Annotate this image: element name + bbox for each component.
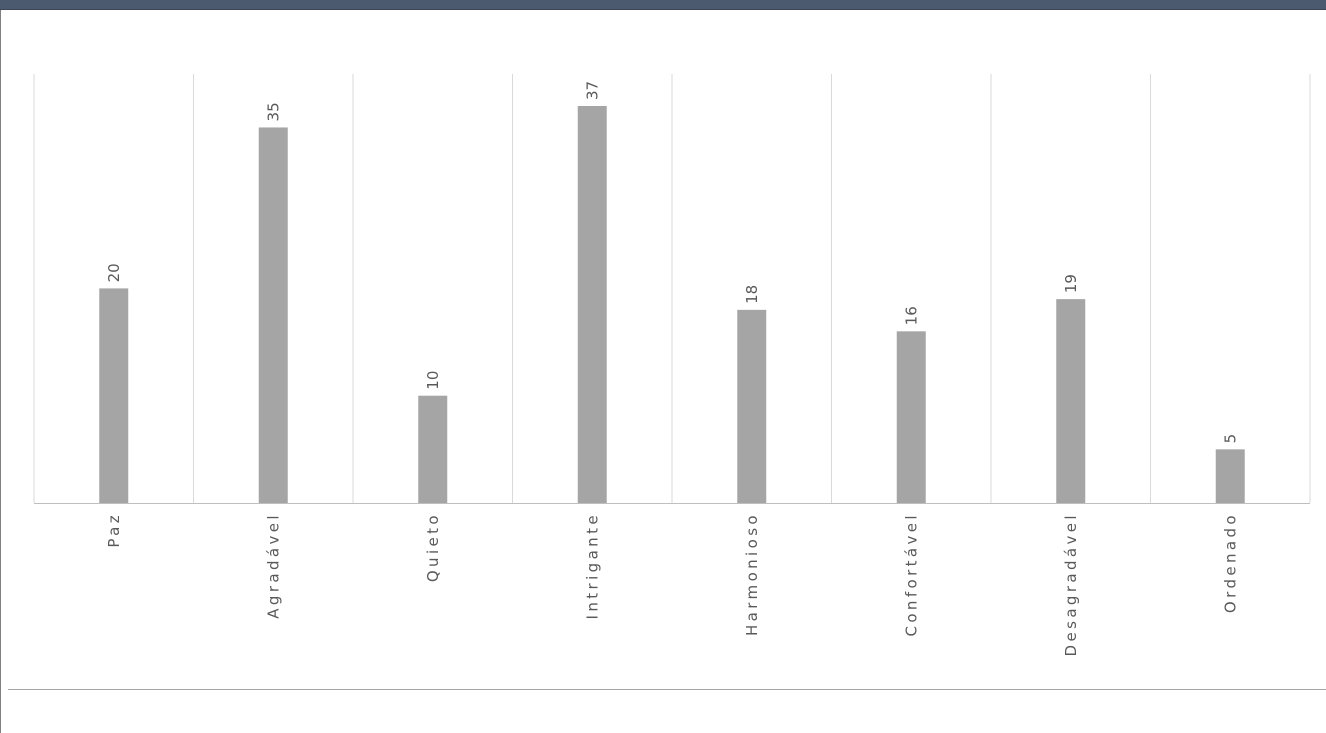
category-tick-label: Confortável xyxy=(902,512,920,637)
data-label: 18 xyxy=(743,285,761,304)
bar-ordenado xyxy=(1215,449,1245,503)
chart-data-labels: 20 35 10 37 18 16 19 5 xyxy=(105,81,1240,443)
bar-paz xyxy=(99,288,129,503)
data-label: 16 xyxy=(902,306,920,325)
chart-bars xyxy=(99,105,1245,504)
bar-intrigante xyxy=(577,105,607,504)
data-label: 20 xyxy=(105,263,123,282)
category-tick-label: Desagradável xyxy=(1062,512,1080,656)
chart-category-axis-labels: Paz Agradável Quieto Intrigante Harmonioso Co… xyxy=(105,512,1240,656)
category-tick-label: Ordenado xyxy=(1221,512,1239,613)
data-label: 35 xyxy=(264,102,282,121)
window-title-strip xyxy=(0,0,1326,10)
data-label: 19 xyxy=(1062,274,1080,293)
bar-confortável xyxy=(896,331,926,503)
chart-gridlines xyxy=(33,74,1311,504)
chart-bottom-rule xyxy=(8,689,1326,690)
category-tick-label: Paz xyxy=(105,512,123,548)
category-tick-label: Intrigante xyxy=(583,512,601,619)
bar-harmonioso xyxy=(737,309,767,503)
data-label: 10 xyxy=(424,371,442,390)
category-tick-label: Quieto xyxy=(424,512,442,582)
bar-agradável xyxy=(258,127,288,503)
data-label: 5 xyxy=(1221,434,1239,444)
category-tick-label: Harmonioso xyxy=(743,512,761,636)
bar-desagradável xyxy=(1056,299,1086,503)
data-label: 37 xyxy=(583,81,601,100)
bar-quieto xyxy=(418,395,448,503)
category-tick-label: Agradável xyxy=(264,512,282,619)
